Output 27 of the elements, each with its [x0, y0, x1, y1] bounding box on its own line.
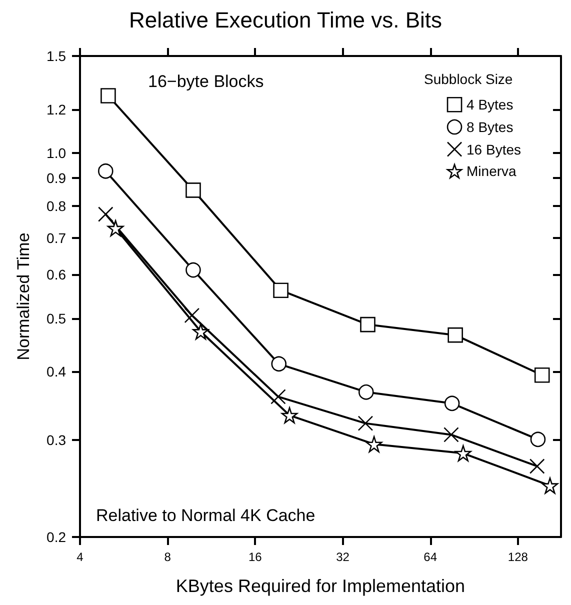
x-tick-label: 32	[336, 550, 350, 564]
y-tick-label: 0.6	[46, 266, 66, 283]
x-tick-label: 64	[424, 550, 438, 564]
x-tick-label: 4	[76, 550, 84, 564]
y-tick-label: 0.9	[46, 170, 66, 186]
y-tick-label: 0.7	[46, 230, 66, 246]
legend-label: 4 Bytes	[466, 96, 514, 113]
legend-label: 8 Bytes	[466, 118, 514, 135]
legend-title: Subblock Size	[424, 71, 513, 87]
x-axis-title: KBytes Required for Implementation	[176, 576, 466, 596]
x-tick-label: 128	[508, 550, 528, 564]
x-tick-label: 16	[248, 550, 262, 564]
legend-label: 16 Bytes	[466, 141, 522, 158]
legend-label: Minerva	[466, 163, 517, 180]
annotation: 16−byte Blocks	[148, 72, 264, 91]
y-tick-label: 0.3	[46, 432, 66, 448]
y-tick-label: 1.2	[46, 101, 66, 118]
y-axis-title: Normalized Time	[14, 232, 33, 360]
y-tick-label: 1.5	[46, 48, 66, 64]
y-tick-label: 0.2	[46, 529, 66, 545]
y-tick-label: 0.8	[46, 198, 66, 214]
annotation: Relative to Normal 4K Cache	[96, 506, 316, 525]
chart-title: Relative Execution Time vs. Bits	[128, 8, 442, 32]
y-tick-label: 0.5	[46, 310, 66, 326]
y-tick-label: 0.4	[46, 364, 66, 380]
y-tick-label: 1.0	[46, 144, 66, 161]
x-tick-label: 8	[164, 550, 172, 564]
